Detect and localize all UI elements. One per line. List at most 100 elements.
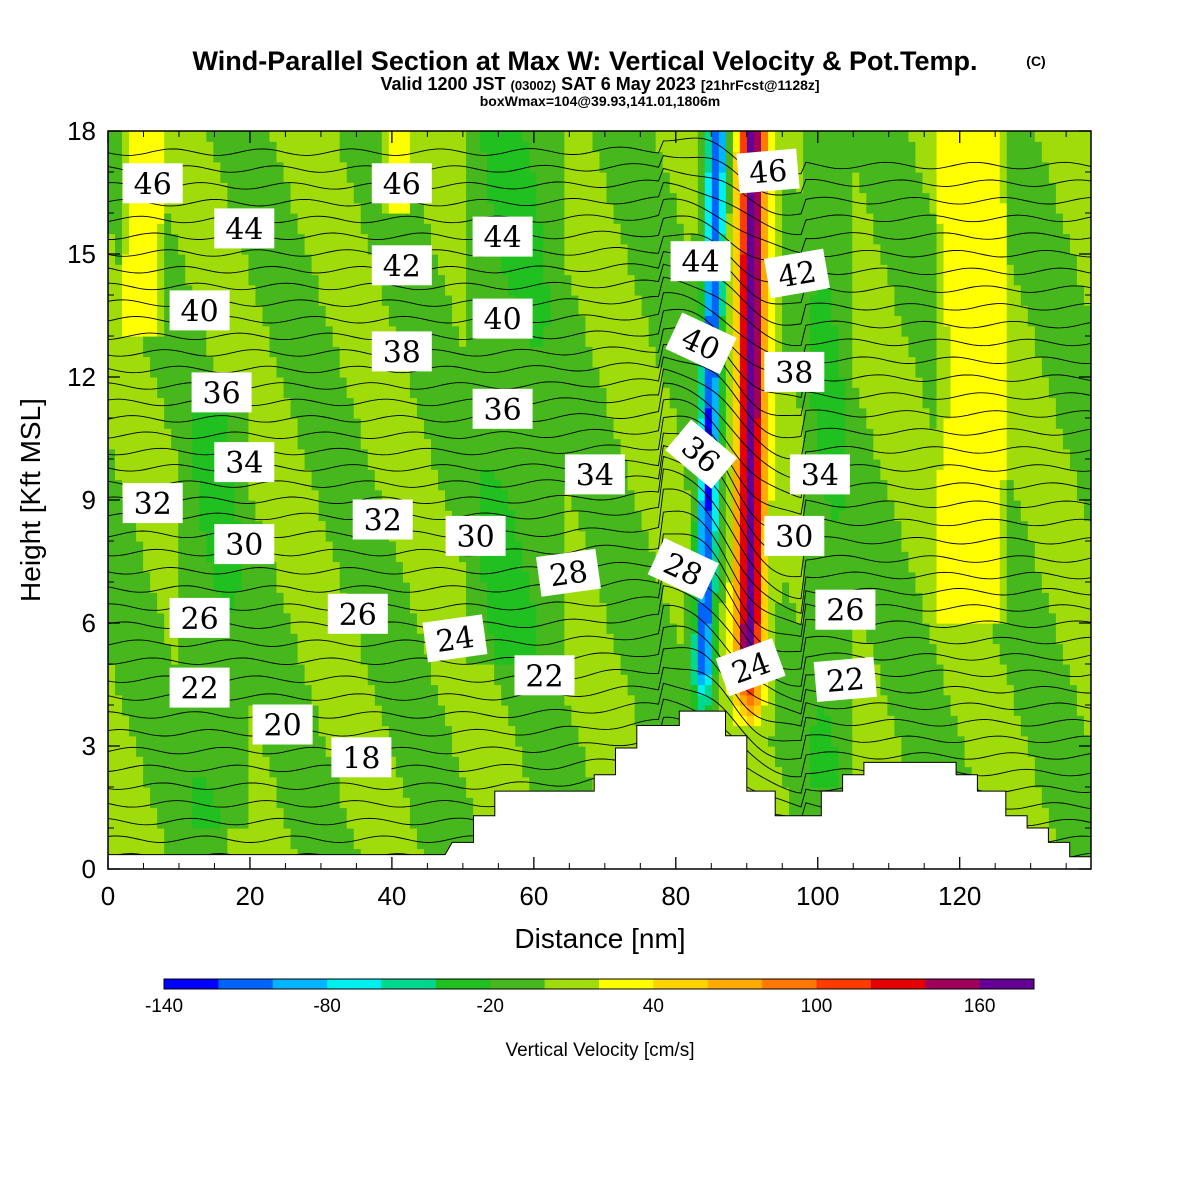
field-cell bbox=[409, 623, 418, 634]
field-cell bbox=[381, 418, 390, 429]
field-cell bbox=[108, 407, 116, 419]
field-cell bbox=[423, 582, 432, 593]
field-cell bbox=[115, 274, 123, 286]
field-cell bbox=[234, 633, 243, 645]
field-cell bbox=[241, 141, 250, 153]
field-cell bbox=[557, 274, 565, 286]
field-cell bbox=[318, 561, 327, 573]
field-cell bbox=[192, 284, 200, 296]
field-cell bbox=[255, 151, 264, 163]
field-cell bbox=[171, 469, 179, 481]
field-cell bbox=[115, 172, 123, 183]
field-cell bbox=[129, 592, 137, 604]
field-cell bbox=[108, 694, 116, 706]
field-cell bbox=[178, 561, 186, 573]
field-cell bbox=[297, 131, 306, 142]
field-cell bbox=[374, 397, 383, 409]
field-cell bbox=[480, 694, 488, 706]
field-cell bbox=[318, 377, 327, 388]
field-cell bbox=[494, 510, 502, 522]
field-cell bbox=[115, 356, 123, 368]
field-cell bbox=[487, 438, 495, 450]
field-cell bbox=[423, 459, 432, 470]
field-cell bbox=[409, 715, 418, 727]
field-cell bbox=[402, 407, 411, 419]
field-cell bbox=[157, 387, 165, 399]
field-cell bbox=[529, 407, 537, 419]
field-cell bbox=[522, 766, 530, 778]
field-cell bbox=[508, 151, 516, 163]
field-cell bbox=[557, 438, 565, 450]
field-cell bbox=[199, 428, 207, 440]
field-cell bbox=[402, 674, 411, 686]
field-cell bbox=[515, 438, 523, 450]
field-cell bbox=[178, 202, 186, 214]
field-cell bbox=[459, 459, 467, 470]
field-cell bbox=[550, 756, 558, 768]
field-cell bbox=[122, 602, 130, 614]
field-cell bbox=[522, 274, 530, 286]
field-cell bbox=[143, 223, 151, 235]
field-cell bbox=[536, 510, 544, 522]
field-cell bbox=[459, 561, 467, 573]
field-cell bbox=[480, 161, 488, 173]
field-cell bbox=[136, 530, 144, 542]
field-cell bbox=[466, 674, 474, 686]
field-cell bbox=[262, 131, 271, 142]
field-cell bbox=[367, 418, 376, 429]
field-cell bbox=[536, 295, 544, 306]
field-cell bbox=[192, 264, 200, 276]
field-cell bbox=[283, 653, 292, 665]
field-cell bbox=[150, 838, 158, 850]
field-cell bbox=[325, 407, 334, 419]
field-cell bbox=[430, 735, 439, 747]
field-cell bbox=[304, 438, 313, 450]
field-cell bbox=[402, 664, 411, 675]
field-cell bbox=[150, 612, 158, 624]
field-cell bbox=[297, 592, 306, 604]
field-cell bbox=[592, 705, 601, 716]
field-cell bbox=[402, 202, 411, 214]
field-cell bbox=[438, 448, 446, 460]
field-cell bbox=[332, 448, 341, 460]
field-cell bbox=[269, 592, 278, 604]
field-cell bbox=[360, 715, 369, 727]
field-cell bbox=[122, 756, 130, 768]
field-cell bbox=[395, 571, 404, 583]
field-cell bbox=[430, 336, 439, 347]
field-cell bbox=[578, 643, 587, 655]
field-cell bbox=[487, 735, 495, 747]
field-cell bbox=[339, 377, 348, 388]
field-cell bbox=[395, 766, 404, 778]
field-cell bbox=[325, 305, 334, 317]
field-cell bbox=[332, 694, 341, 706]
field-cell bbox=[459, 213, 467, 224]
field-cell bbox=[402, 817, 411, 829]
field-cell bbox=[388, 151, 397, 163]
field-cell bbox=[564, 346, 573, 358]
field-cell bbox=[185, 243, 193, 255]
field-cell bbox=[367, 172, 376, 183]
field-cell bbox=[248, 746, 257, 757]
field-cell bbox=[522, 254, 530, 265]
field-cell bbox=[262, 623, 271, 634]
field-cell bbox=[388, 787, 397, 798]
field-cell bbox=[543, 725, 551, 737]
field-cell bbox=[290, 500, 299, 511]
field-cell bbox=[529, 243, 537, 255]
field-cell bbox=[522, 336, 530, 347]
field-cell bbox=[423, 766, 432, 778]
field-cell bbox=[395, 469, 404, 481]
field-cell bbox=[262, 674, 271, 686]
field-cell bbox=[199, 520, 207, 532]
field-cell bbox=[157, 561, 165, 573]
field-cell bbox=[304, 315, 313, 327]
field-cell bbox=[318, 633, 327, 645]
field-cell bbox=[487, 459, 495, 470]
field-cell bbox=[571, 530, 580, 542]
field-cell bbox=[220, 592, 228, 604]
field-cell bbox=[430, 797, 439, 809]
field-cell bbox=[108, 653, 116, 665]
field-cell bbox=[325, 192, 334, 204]
field-cell bbox=[438, 756, 446, 768]
